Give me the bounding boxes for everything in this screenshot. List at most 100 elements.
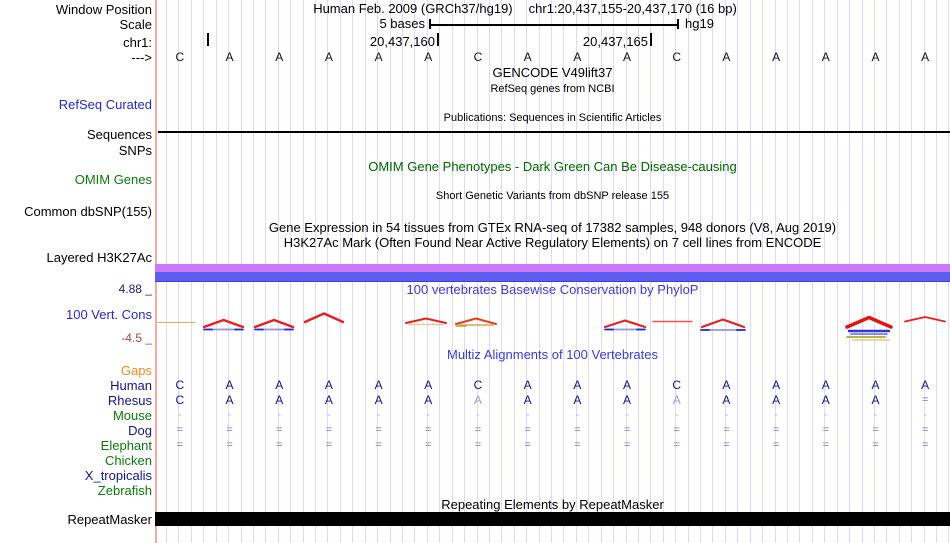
h3k27ac-track-title[interactable]: H3K27Ac Mark (Often Found Near Active Re… — [283, 235, 822, 250]
alignment-cell: = — [772, 439, 780, 451]
alignment-cell: A — [623, 378, 632, 392]
assembly-title: Human Feb. 2009 (GRCh37/hg19) — [313, 1, 513, 16]
multiz-track-title[interactable]: Multiz Alignments of 100 Vertebrates — [446, 347, 658, 362]
alignment-cell: = — [474, 424, 482, 436]
scale-bar-tick-left — [429, 19, 431, 29]
alignment-cell: = — [474, 439, 482, 451]
alignment-cell: - — [823, 409, 828, 421]
conservation-peak — [253, 318, 295, 329]
position-range-title: chr1:20,437,155-20,437,170 (16 bp) — [528, 1, 737, 16]
alignment-cell: = — [921, 439, 929, 451]
species-label-dog[interactable]: Dog — [128, 423, 152, 438]
alignment-cell: A — [275, 378, 284, 392]
alignment-cell: A — [722, 378, 731, 392]
alignment-cell: = — [524, 439, 531, 451]
omim-genes-label[interactable]: OMIM Genes — [74, 172, 152, 187]
omim-track-title[interactable]: OMIM Gene Phenotypes - Dark Green Can Be… — [368, 159, 737, 174]
species-label-mouse[interactable]: Mouse — [112, 408, 152, 423]
alignment-cell: - — [277, 409, 282, 421]
alignment-cell: A — [573, 393, 582, 407]
alignment-cell: - — [376, 409, 381, 421]
alignment-cell: C — [175, 393, 185, 407]
sequence-base: A — [722, 50, 731, 64]
conservation-peak — [202, 318, 245, 329]
gencode-track-title[interactable]: GENCODE V49lift37 — [492, 65, 613, 80]
alignment-cell: = — [325, 439, 333, 451]
h3k27ac-signal-bar-top[interactable] — [155, 264, 950, 272]
alignment-cell: A — [424, 393, 433, 407]
alignment-cell: = — [176, 439, 184, 451]
common-dbsnp-label[interactable]: Common dbSNP(155) — [24, 204, 152, 219]
alignment-cell: A — [821, 393, 830, 407]
alignment-cell: A — [225, 393, 234, 407]
dbsnp-track-title[interactable]: Short Genetic Variants from dbSNP releas… — [435, 190, 670, 202]
alignment-cell: C — [672, 378, 682, 392]
sequences-label[interactable]: Sequences — [86, 127, 152, 142]
repeatmasker-element-bar[interactable] — [155, 512, 950, 526]
sequences-track-line — [158, 131, 950, 133]
alignment-cell: - — [525, 409, 530, 421]
repeatmasker-label[interactable]: RepeatMasker — [67, 512, 152, 527]
scale-bar-line — [430, 24, 678, 26]
alignment-cell: = — [425, 439, 432, 451]
gtex-track-title[interactable]: Gene Expression in 54 tissues from GTEx … — [268, 220, 837, 235]
coordinate-right: 20,437,165 — [582, 34, 648, 49]
window-position-label: Window Position — [55, 2, 152, 17]
alignment-cell: A — [871, 393, 880, 407]
repeatmasker-track-title[interactable]: Repeating Elements by RepeatMasker — [441, 497, 664, 512]
alignment-cell: = — [623, 424, 631, 436]
assembly-short-label: hg19 — [685, 16, 714, 31]
alignment-cell: A — [424, 378, 433, 392]
sequence-base: A — [623, 50, 632, 64]
alignment-cell: A — [573, 378, 582, 392]
species-label-x_tropicalis[interactable]: X_tropicalis — [84, 468, 152, 483]
alignment-cell: - — [625, 409, 629, 421]
alignment-cell: = — [822, 439, 829, 451]
conservation-track-title[interactable]: 100 vertebrates Basewise Conservation by… — [406, 282, 699, 297]
sequence-base: A — [821, 50, 830, 64]
species-label-zebrafish[interactable]: Zebrafish — [97, 483, 152, 498]
sequence-base: A — [573, 50, 582, 64]
alignment-cell: - — [227, 409, 232, 421]
sequence-base: A — [424, 50, 433, 64]
snps-label[interactable]: SNPs — [118, 143, 152, 158]
alignment-cell: C — [175, 378, 185, 392]
alignment-cell: = — [574, 439, 581, 451]
alignment-cell: = — [872, 439, 879, 451]
alignment-cell: = — [921, 394, 929, 406]
alignment-cell: = — [872, 424, 879, 436]
publications-track-title[interactable]: Publications: Sequences in Scientific Ar… — [443, 112, 662, 124]
alignment-cell: = — [673, 439, 680, 451]
alignment-cell: - — [426, 409, 431, 421]
alignment-cell: A — [772, 378, 781, 392]
alignment-cell: = — [673, 424, 680, 436]
alignment-cell: - — [674, 409, 679, 421]
alignment-cell: - — [476, 409, 480, 421]
species-label-chicken[interactable]: Chicken — [105, 453, 152, 468]
refseq-curated-label[interactable]: RefSeq Curated — [58, 97, 152, 112]
sequence-base: A — [523, 50, 532, 64]
coordinate-tick — [207, 33, 209, 46]
alignment-cell: A — [523, 393, 532, 407]
layered-h3k27ac-label[interactable]: Layered H3K27Ac — [46, 250, 152, 265]
species-label-rhesus[interactable]: Rhesus — [107, 393, 152, 408]
vert-cons-label[interactable]: 100 Vert. Cons — [66, 307, 152, 322]
species-label-gaps[interactable]: Gaps — [120, 363, 152, 378]
alignment-cell: A — [772, 393, 781, 407]
conservation-max-value: 4.88 _ — [118, 282, 152, 296]
h3k27ac-signal-bar-bottom[interactable] — [155, 272, 950, 282]
alignment-cell: A — [623, 393, 632, 407]
species-label-human[interactable]: Human — [110, 378, 152, 393]
alignment-cell: = — [226, 424, 233, 436]
conservation-min-value: -4.5 _ — [121, 331, 152, 345]
alignment-cell: A — [523, 378, 532, 392]
alignment-cell: A — [324, 378, 333, 392]
scale-label: Scale — [119, 17, 152, 32]
species-label-elephant[interactable]: Elephant — [100, 438, 152, 453]
sequence-base: A — [324, 50, 333, 64]
alignment-cell: = — [325, 424, 333, 436]
sequence-base: C — [175, 50, 185, 64]
alignment-cell: = — [375, 424, 382, 436]
refseq-track-title[interactable]: RefSeq genes from NCBI — [490, 83, 615, 95]
